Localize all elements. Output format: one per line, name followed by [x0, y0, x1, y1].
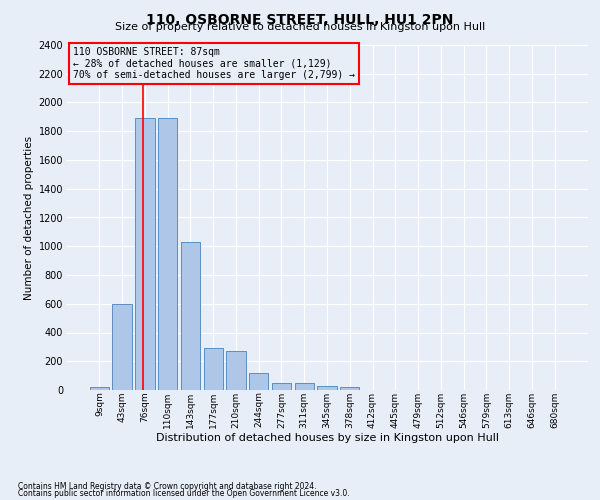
Bar: [181, 242, 200, 390]
Y-axis label: Number of detached properties: Number of detached properties: [25, 136, 34, 300]
Text: Contains public sector information licensed under the Open Government Licence v3: Contains public sector information licen…: [18, 490, 350, 498]
Text: 110, OSBORNE STREET, HULL, HU1 2PN: 110, OSBORNE STREET, HULL, HU1 2PN: [146, 12, 454, 26]
Bar: [272, 383, 291, 390]
Text: 110 OSBORNE STREET: 87sqm
← 28% of detached houses are smaller (1,129)
70% of se: 110 OSBORNE STREET: 87sqm ← 28% of detac…: [73, 46, 355, 80]
X-axis label: Distribution of detached houses by size in Kingston upon Hull: Distribution of detached houses by size …: [155, 434, 499, 444]
Bar: [249, 373, 268, 390]
Bar: [112, 304, 132, 390]
Text: Size of property relative to detached houses in Kingston upon Hull: Size of property relative to detached ho…: [115, 22, 485, 32]
Bar: [135, 118, 155, 390]
Text: Contains HM Land Registry data © Crown copyright and database right 2024.: Contains HM Land Registry data © Crown c…: [18, 482, 317, 491]
Bar: [226, 351, 245, 390]
Bar: [317, 386, 337, 390]
Bar: [295, 383, 314, 390]
Bar: [90, 387, 109, 390]
Bar: [340, 387, 359, 390]
Bar: [158, 118, 178, 390]
Bar: [203, 348, 223, 390]
